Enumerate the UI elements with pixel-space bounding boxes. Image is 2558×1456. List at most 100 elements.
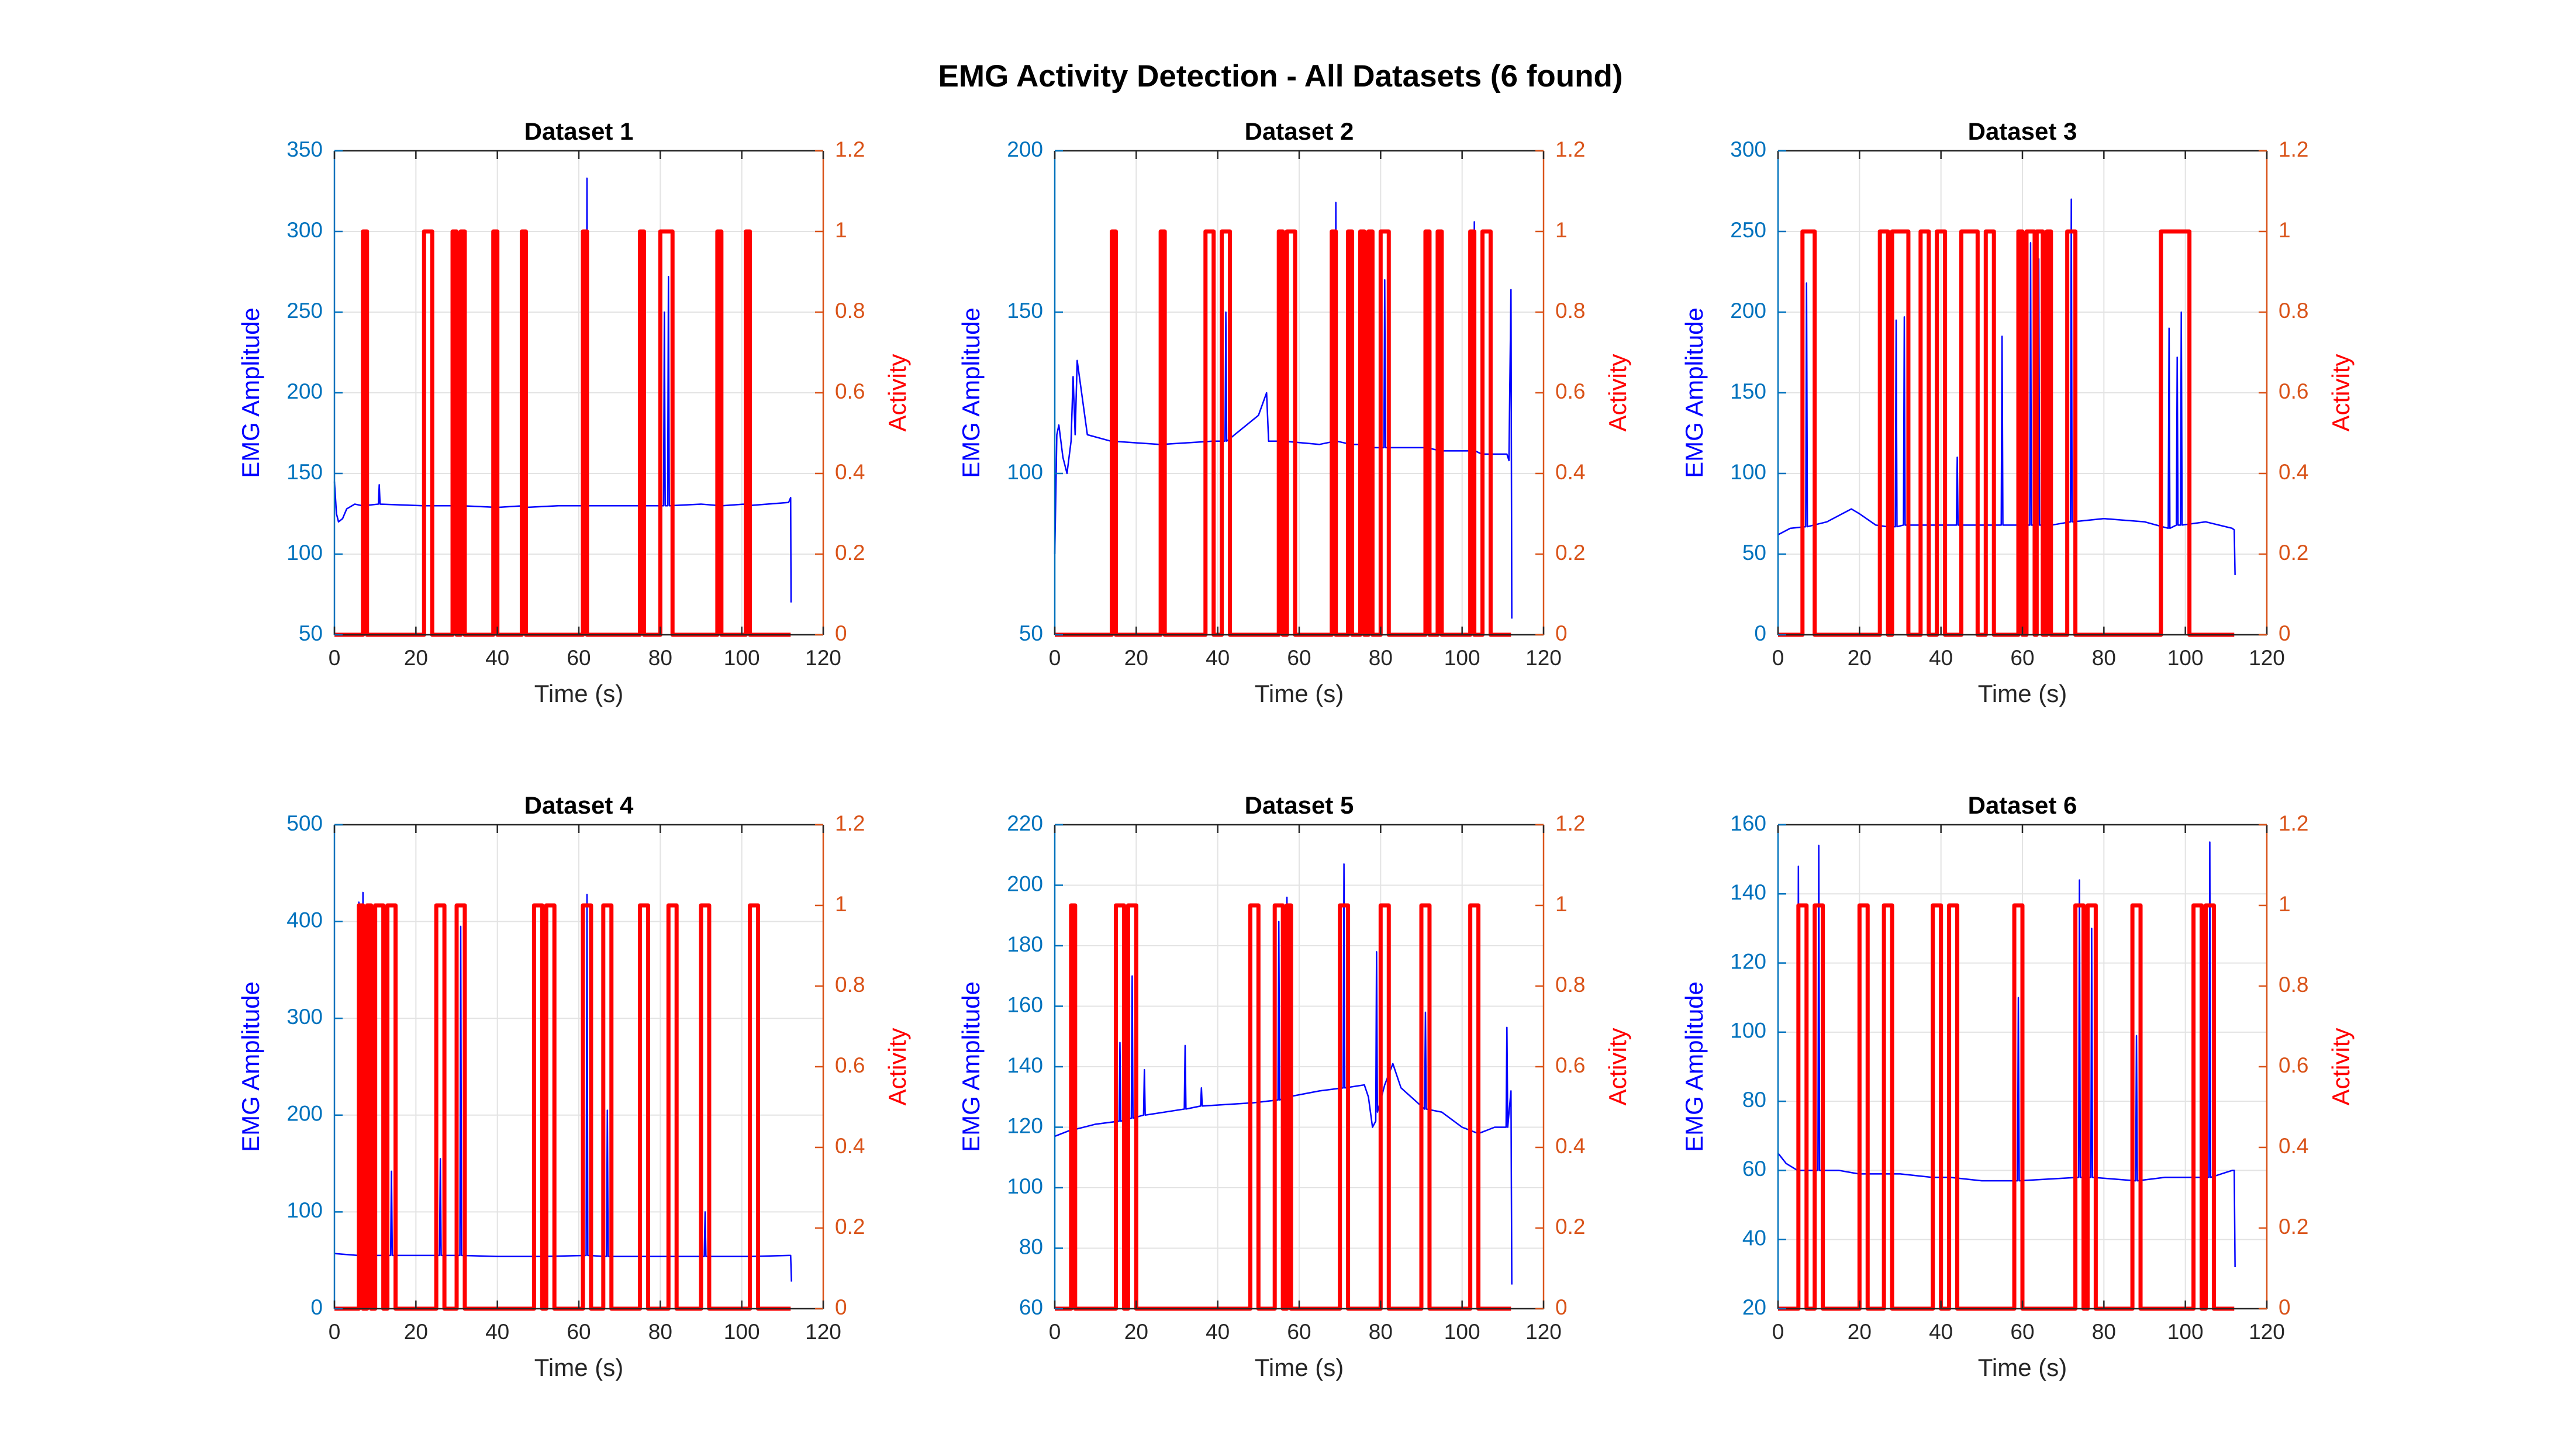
y-tick-label: 180: [1007, 932, 1043, 956]
x-tick-label: 100: [1444, 1320, 1480, 1344]
x-tick-label: 20: [404, 646, 428, 670]
y-tick-label: 40: [1742, 1226, 1766, 1250]
y2-tick-label: 0.6: [835, 379, 865, 403]
x-axis-label: Time (s): [1255, 1354, 1344, 1381]
x-tick-label: 40: [1929, 646, 1953, 670]
y-tick-label: 100: [286, 541, 323, 565]
y-tick-label: 150: [286, 460, 323, 484]
y-tick-label: 200: [1007, 137, 1043, 161]
subplot: 0 20 40 60 80 100 120 50 100 150 200 0 0.2 0.4 0.6 0.8 1…: [957, 117, 1631, 707]
y2-tick-label: 0.2: [1555, 1215, 1585, 1239]
y-tick-label: 100: [1007, 460, 1043, 484]
y-tick-label: 300: [286, 1005, 323, 1029]
y-axis-label: EMG Amplitude: [237, 307, 264, 478]
y2-tick-label: 0.6: [2279, 379, 2308, 403]
y2-tick-label: 1.2: [835, 137, 865, 161]
y2-axis-label: Activity: [2327, 354, 2355, 431]
subplot: 0 20 40 60 80 100 1202040608010012014016000.20…: [1680, 791, 2355, 1381]
y-tick-label: 160: [1007, 992, 1043, 1016]
x-tick-label: 80: [2092, 646, 2116, 670]
x-tick-label: 20: [1124, 646, 1148, 670]
y2-axis-label: Activity: [1604, 354, 1631, 431]
x-tick-label: 0: [329, 1320, 341, 1344]
x-tick-label: 0: [1772, 1320, 1784, 1344]
y2-tick-label: 0.2: [835, 541, 865, 565]
x-tick-label: 60: [1287, 1320, 1311, 1344]
y2-tick-label: 0.8: [2279, 299, 2308, 323]
y2-tick-label: 1.2: [1555, 137, 1585, 161]
x-axis-label: Time (s): [1978, 680, 2067, 707]
y2-tick-label: 0: [835, 621, 847, 645]
x-axis-label: Time (s): [534, 680, 623, 707]
y-tick-label: 300: [1730, 137, 1766, 161]
data-line: [1055, 229, 1511, 637]
y-axis-label: EMG Amplitude: [1680, 981, 1708, 1152]
x-tick-label: 40: [485, 646, 509, 670]
y2-tick-label: 1: [1555, 218, 1568, 242]
x-tick-label: 20: [1124, 1320, 1148, 1344]
x-tick-label: 40: [485, 1320, 509, 1344]
y2-tick-label: 1.2: [835, 811, 865, 835]
y2-tick-label: 1.2: [2279, 137, 2308, 161]
x-tick-label: 100: [724, 1320, 760, 1344]
y2-tick-label: 0.8: [835, 973, 865, 997]
y-tick-label: 200: [1007, 871, 1043, 895]
subplot: 0 20 40 60 80 100 120 50 100 150 200 250 300 350 0 0.2 0…: [237, 117, 911, 707]
x-tick-label: 80: [648, 646, 672, 670]
y-tick-label: 20: [1742, 1295, 1766, 1319]
x-tick-label: 60: [567, 646, 591, 670]
x-tick-label: 80: [648, 1320, 672, 1344]
y-tick-label: 80: [1742, 1088, 1766, 1112]
y-tick-label: 400: [286, 908, 323, 932]
y-tick-label: 150: [1730, 379, 1766, 403]
x-tick-label: 120: [1525, 1320, 1562, 1344]
y2-tick-label: 0.4: [1555, 460, 1585, 484]
y-tick-label: 120: [1730, 949, 1766, 973]
y2-axis-label: Activity: [2327, 1028, 2355, 1105]
x-tick-label: 20: [1848, 1320, 1872, 1344]
y-tick-label: 0: [1754, 621, 1766, 645]
y-tick-label: 300: [286, 218, 323, 242]
y-tick-label: 140: [1007, 1053, 1043, 1077]
x-tick-label: 0: [1049, 1320, 1061, 1344]
y2-tick-label: 0.8: [1555, 299, 1585, 323]
x-axis-label: Time (s): [1978, 1354, 2067, 1381]
y-tick-label: 0: [310, 1295, 323, 1319]
subplot-title: Dataset 1: [524, 117, 634, 145]
y2-tick-label: 1: [2279, 892, 2291, 916]
y2-tick-label: 1.2: [1555, 811, 1585, 835]
y-tick-label: 60: [1019, 1295, 1043, 1319]
x-axis-label: Time (s): [534, 1354, 623, 1381]
figure-title: EMG Activity Detection - All Datasets (6…: [938, 59, 1623, 94]
x-tick-label: 120: [805, 646, 841, 670]
y-tick-label: 100: [1007, 1174, 1043, 1198]
x-axis-label: Time (s): [1255, 680, 1344, 707]
y2-tick-label: 0.6: [2279, 1053, 2308, 1077]
subplot-title: Dataset 5: [1245, 791, 1354, 819]
y2-axis-label: Activity: [883, 354, 911, 431]
y2-tick-label: 0: [2279, 1295, 2291, 1319]
y2-tick-label: 0.4: [835, 460, 865, 484]
y-tick-label: 350: [286, 137, 323, 161]
x-tick-label: 120: [2249, 1320, 2285, 1344]
y-tick-label: 100: [1730, 1019, 1766, 1043]
y-tick-label: 220: [1007, 811, 1043, 835]
x-tick-label: 80: [1369, 1320, 1393, 1344]
y2-tick-label: 1: [1555, 892, 1568, 916]
y-tick-label: 500: [286, 811, 323, 835]
y-tick-label: 50: [299, 621, 323, 645]
y2-tick-label: 0.4: [2279, 1134, 2308, 1158]
y2-tick-label: 0.2: [2279, 1215, 2308, 1239]
subplot-title: Dataset 2: [1245, 117, 1354, 145]
subplot-title: Dataset 3: [1968, 117, 2077, 145]
y-tick-label: 150: [1007, 299, 1043, 323]
x-tick-label: 60: [567, 1320, 591, 1344]
x-tick-label: 40: [1206, 1320, 1230, 1344]
subplot-title: Dataset 4: [524, 791, 634, 819]
y2-tick-label: 0.4: [1555, 1134, 1585, 1158]
y-axis-label: EMG Amplitude: [237, 981, 264, 1152]
y2-axis-label: Activity: [1604, 1028, 1631, 1105]
y-tick-label: 200: [1730, 299, 1766, 323]
